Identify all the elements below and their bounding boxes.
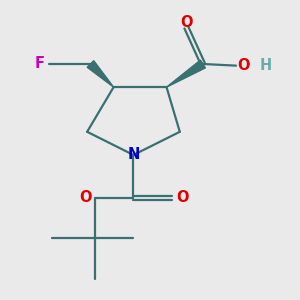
Text: N: N bbox=[127, 148, 140, 163]
Text: O: O bbox=[79, 190, 92, 206]
Text: O: O bbox=[176, 190, 189, 206]
Text: H: H bbox=[259, 58, 272, 73]
Polygon shape bbox=[87, 61, 114, 87]
Text: F: F bbox=[35, 56, 45, 71]
Text: O: O bbox=[180, 15, 193, 30]
Text: O: O bbox=[238, 58, 250, 73]
Polygon shape bbox=[167, 60, 206, 87]
